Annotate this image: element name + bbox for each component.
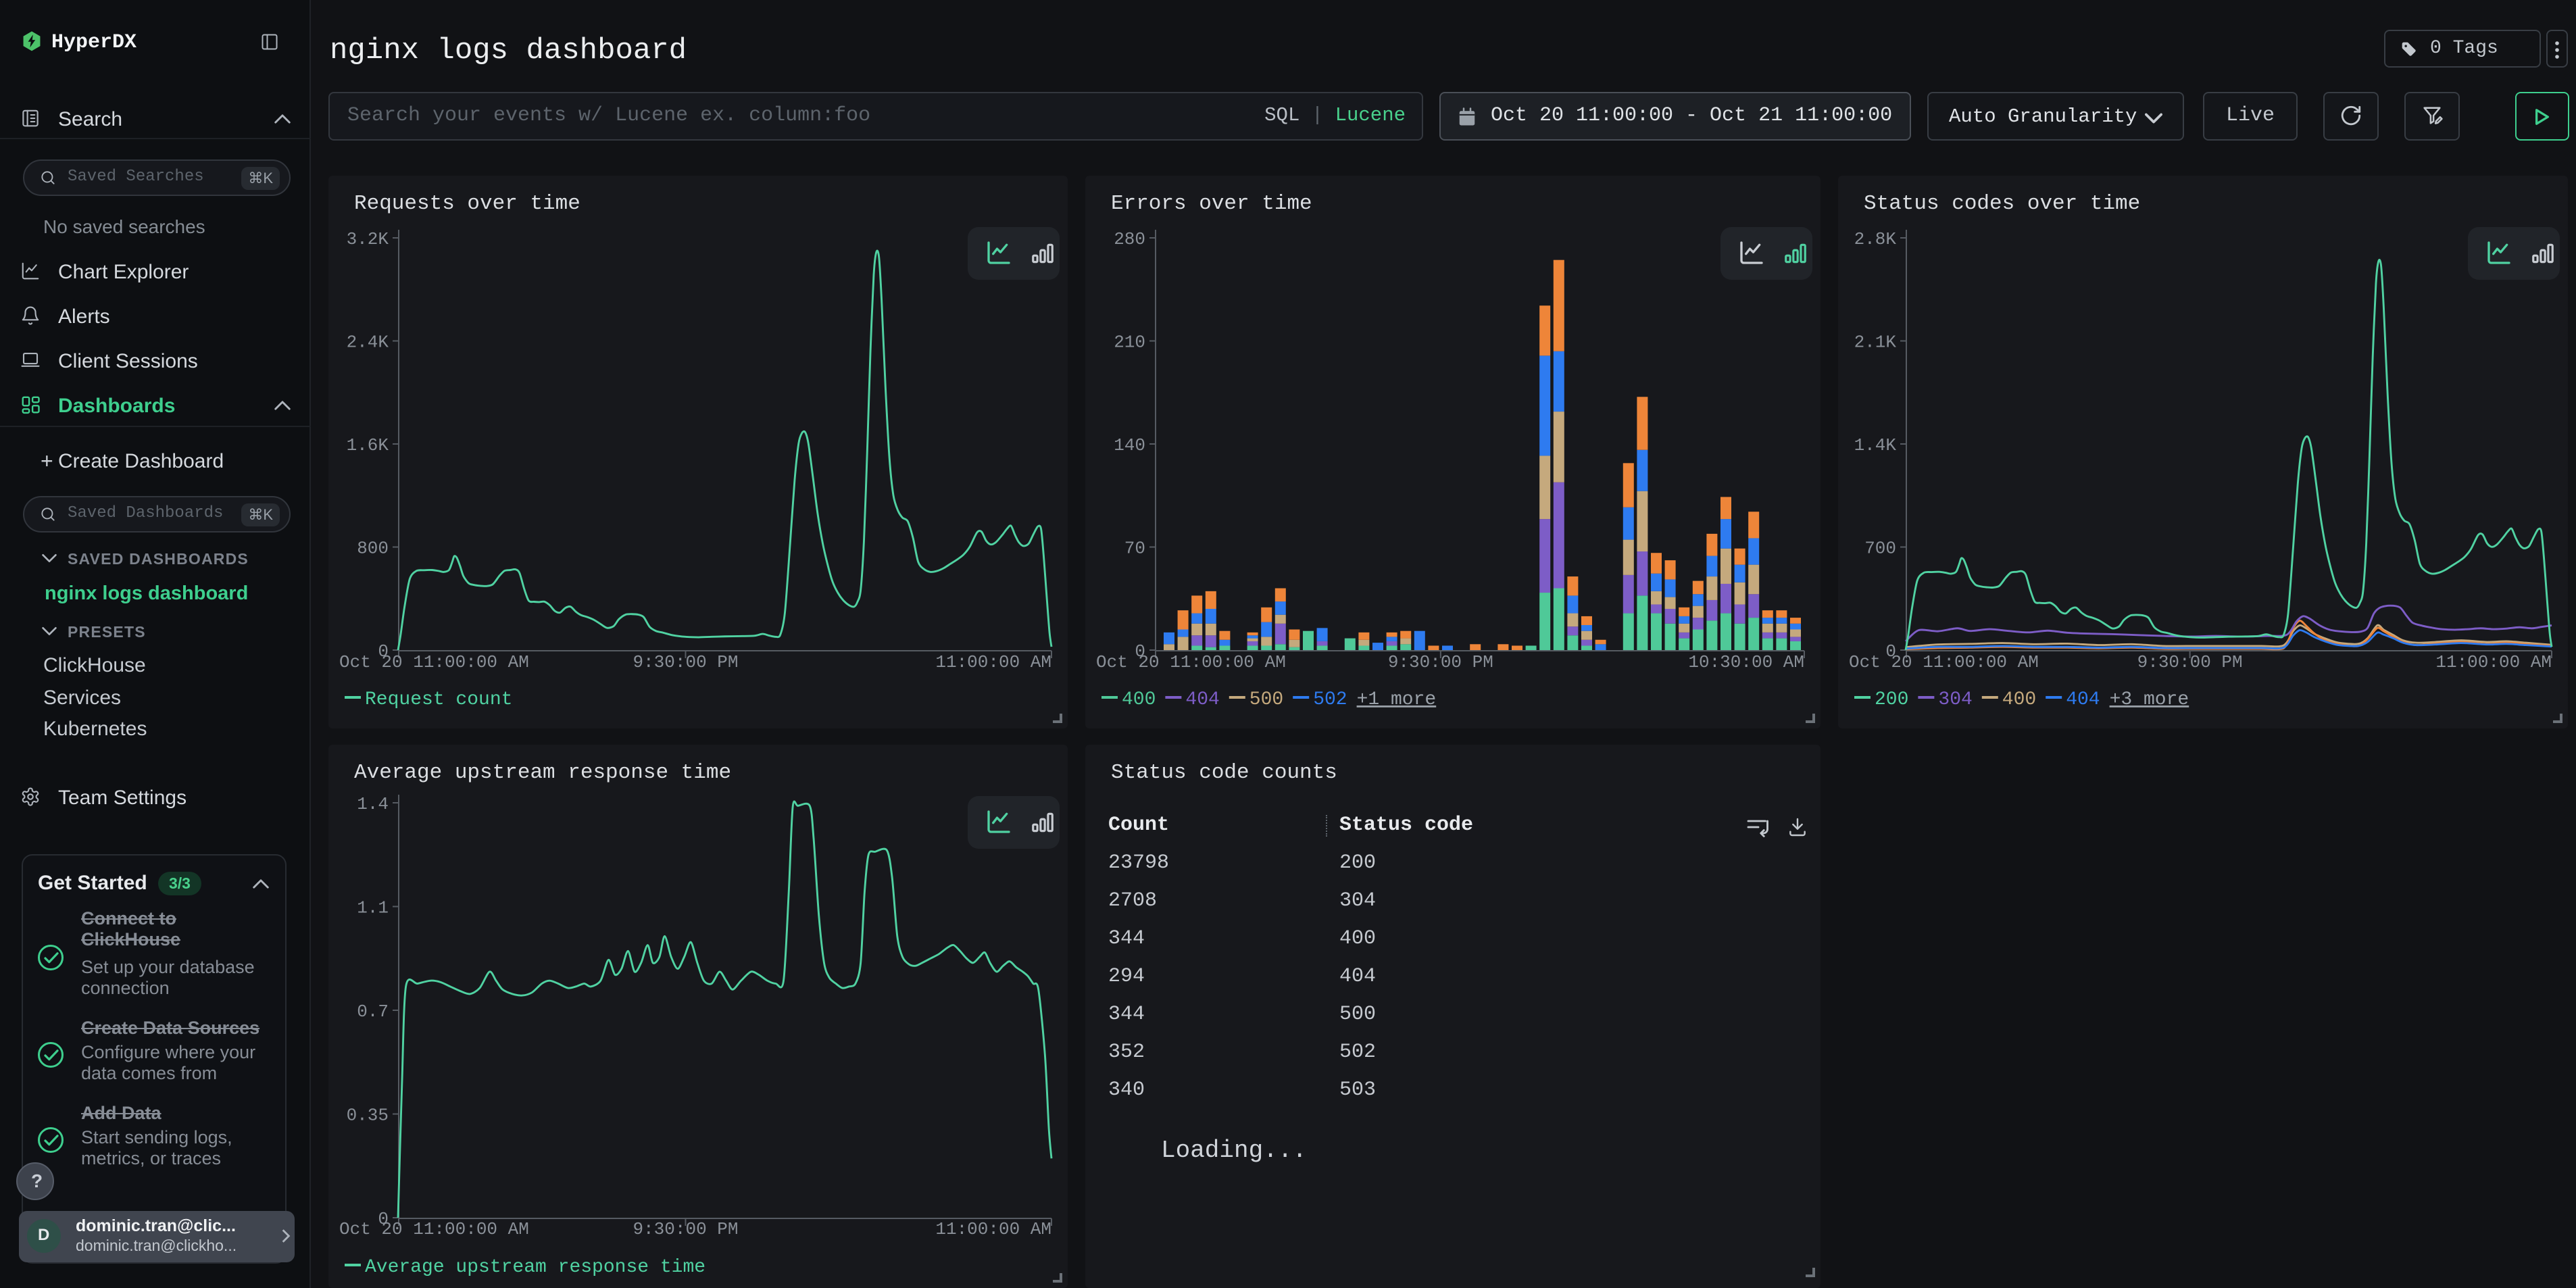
svg-text:10:30:00 AM: 10:30:00 AM <box>1688 652 1804 672</box>
svg-text:400: 400 <box>1122 689 1156 710</box>
svg-text:404: 404 <box>1185 689 1219 710</box>
svg-text:9:30:00 PM: 9:30:00 PM <box>1388 652 1493 672</box>
svg-text:2.4K: 2.4K <box>347 332 389 353</box>
svg-text:Oct 20 11:00:00 AM: Oct 20 11:00:00 AM <box>339 1219 529 1239</box>
svg-text:Oct 20 11:00:00 AM: Oct 20 11:00:00 AM <box>1849 652 2039 672</box>
svg-text:0: 0 <box>1885 641 1896 662</box>
svg-text:Oct 20 11:00:00 AM: Oct 20 11:00:00 AM <box>1096 652 1286 672</box>
svg-text:404: 404 <box>2066 689 2100 710</box>
svg-text:1.6K: 1.6K <box>347 435 389 455</box>
svg-text:140: 140 <box>1114 435 1145 455</box>
svg-text:0.35: 0.35 <box>347 1106 389 1126</box>
svg-text:200: 200 <box>1875 689 1908 710</box>
svg-text:+1 more: +1 more <box>1357 689 1437 710</box>
svg-text:400: 400 <box>2002 689 2036 710</box>
svg-text:9:30:00 PM: 9:30:00 PM <box>2137 652 2243 672</box>
svg-text:304: 304 <box>1938 689 1972 710</box>
svg-text:1.1: 1.1 <box>357 898 389 918</box>
svg-text:9:30:00 PM: 9:30:00 PM <box>633 1219 738 1239</box>
svg-text:Average upstream response time: Average upstream response time <box>365 1257 705 1278</box>
svg-text:502: 502 <box>1313 689 1347 710</box>
svg-text:9:30:00 PM: 9:30:00 PM <box>633 652 738 672</box>
svg-text:Oct 20 11:00:00 AM: Oct 20 11:00:00 AM <box>339 652 529 672</box>
svg-text:+3 more: +3 more <box>2110 689 2189 710</box>
svg-text:70: 70 <box>1124 539 1145 559</box>
svg-text:280: 280 <box>1114 229 1145 249</box>
svg-text:Request count: Request count <box>365 689 512 710</box>
svg-text:500: 500 <box>1249 689 1283 710</box>
svg-text:800: 800 <box>357 539 389 559</box>
svg-text:0.7: 0.7 <box>357 1001 389 1022</box>
svg-text:2.1K: 2.1K <box>1854 332 1897 353</box>
svg-text:1.4: 1.4 <box>357 794 389 814</box>
svg-text:1.4K: 1.4K <box>1854 435 1897 455</box>
svg-text:210: 210 <box>1114 332 1145 353</box>
svg-text:0: 0 <box>378 1209 389 1229</box>
svg-text:0: 0 <box>378 641 389 662</box>
svg-text:11:00:00 AM: 11:00:00 AM <box>935 652 1051 672</box>
svg-text:0: 0 <box>1135 641 1145 662</box>
svg-text:2.8K: 2.8K <box>1854 229 1897 249</box>
svg-text:3.2K: 3.2K <box>347 229 389 249</box>
svg-text:11:00:00 AM: 11:00:00 AM <box>935 1219 1051 1239</box>
svg-text:11:00:00 AM: 11:00:00 AM <box>2435 652 2552 672</box>
svg-text:700: 700 <box>1864 539 1896 559</box>
